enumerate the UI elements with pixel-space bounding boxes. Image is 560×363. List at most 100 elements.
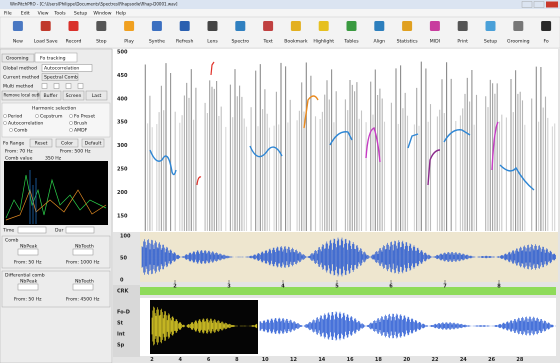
tier-label: Fo-D [117,310,130,316]
toolbar-icon[interactable] [374,21,384,31]
toolbar-icon[interactable] [208,21,218,31]
label: NbTeeth [75,279,94,285]
toolbar-label: Refresh [176,39,193,45]
label: Dur [55,228,63,234]
spinner[interactable] [18,249,38,255]
time-tick-label: 4 [281,284,285,290]
toolbar-label: Highlight [313,39,334,45]
menu-item[interactable]: File [4,11,12,17]
menu-item[interactable]: Window [93,11,111,17]
toolbar-icon[interactable] [41,21,51,31]
time-tick-label: 12 [290,357,297,363]
tier-label: St [117,321,124,327]
tab-label: Fo tracking [40,56,66,62]
label: NbTeeth [75,244,94,250]
toolbar-icon[interactable] [263,21,273,31]
checkbox[interactable] [78,84,83,89]
maximize-button[interactable] [534,2,544,8]
close-button[interactable] [546,2,558,8]
time-tick-label: 7 [443,284,447,290]
method-label: Comb [14,128,27,134]
page: WinPitch screenshot {"title_bar": "WinPi… [0,0,560,363]
label: From: 500 Hz [60,149,91,155]
method-label: Fo Preset [74,114,95,120]
toolbar-icon[interactable] [402,21,412,31]
toolbar-icon[interactable] [430,21,440,31]
toolbar-icon[interactable] [180,21,190,31]
toolbar-icon[interactable] [69,21,79,31]
time-tick-label: 22 [432,357,439,363]
label: Global method [3,66,37,72]
time-tick-label: 6 [389,284,393,290]
toolbar-label: Setup [484,39,497,45]
time-tick-label: 14 [318,357,325,363]
button-label: Color [61,141,73,147]
method-label: Period [8,114,22,120]
label: Fo Range [3,141,24,147]
amplitude-tick-label: 50 [120,256,127,262]
checkbox[interactable] [66,84,71,89]
toolbar-icon[interactable] [124,21,134,31]
radio[interactable] [35,114,38,117]
menu-item[interactable]: Edit [21,11,30,17]
radio[interactable] [69,121,72,124]
toolbar-label: Fo [543,39,548,45]
window-title: WinPitchPRO - [C:\Users\Philippe\Documen… [10,2,178,7]
toolbar-icon[interactable] [96,21,106,31]
toolbar-icon[interactable] [458,21,468,31]
toolbar-label: Tables [343,39,359,45]
minimize-button[interactable] [522,2,532,8]
radio[interactable] [9,128,12,131]
toolbar-label: Align [374,39,386,45]
toolbar-icon[interactable] [347,21,357,31]
field[interactable] [18,227,46,233]
pitch-tick-label: 150 [117,213,128,219]
toolbar-label: Print [457,39,468,45]
menu-item[interactable]: View [38,11,49,17]
toolbar-label: Record [66,39,82,45]
radio[interactable] [69,114,72,117]
time-tick-label: 10 [262,357,269,363]
toolbar-icon[interactable] [13,21,23,31]
toolbar-icon[interactable] [152,21,162,31]
toolbar-icon[interactable] [541,21,551,31]
pitch-tick-label: 400 [117,96,128,102]
time-tick-label: 2 [173,284,177,290]
label: From: 70 Hz [5,149,33,155]
menu-item[interactable]: Help [116,11,127,17]
button-label: Screen [66,93,82,99]
toolbar-label: Bookmark [284,39,308,45]
toolbar-label: Lens [207,39,218,45]
label: Current method [3,75,40,81]
radio[interactable] [3,121,6,124]
spinner[interactable] [73,249,93,255]
time-tick-label: 28 [516,357,523,363]
checkbox[interactable] [42,84,47,89]
app-window: WinPitchPRO - [C:\Users\Philippe\Documen… [0,0,560,363]
checkbox[interactable] [54,84,59,89]
toolbar-icon[interactable] [319,21,329,31]
radio[interactable] [3,114,6,117]
menu-item[interactable]: Tools [53,11,66,17]
label: Comb value [5,156,33,162]
button-label: Default [85,141,102,147]
amplitude-tick-label: 0 [120,278,124,284]
spinner[interactable] [18,284,38,290]
toolbar-label: Stop [96,39,107,45]
toolbar-icon[interactable] [513,21,523,31]
menu-item[interactable]: Setup [74,11,87,17]
body: WinPitchPRO - [C:\Users\Philippe\Documen… [0,0,560,363]
toolbar-icon[interactable] [486,21,496,31]
toolbar-icon[interactable] [235,21,245,31]
time-tick-label: 24 [460,357,467,363]
radio[interactable] [69,128,72,131]
toolbar-label: Statistics [397,39,419,45]
time-tick-label: 6 [207,357,211,363]
field[interactable] [66,227,94,233]
toolbar-icon[interactable] [291,21,301,31]
tier-label: Int [117,332,125,338]
spinner[interactable] [73,284,93,290]
pitch-tick-label: 250 [117,167,128,173]
method-label: Autocorrelation [8,121,43,127]
